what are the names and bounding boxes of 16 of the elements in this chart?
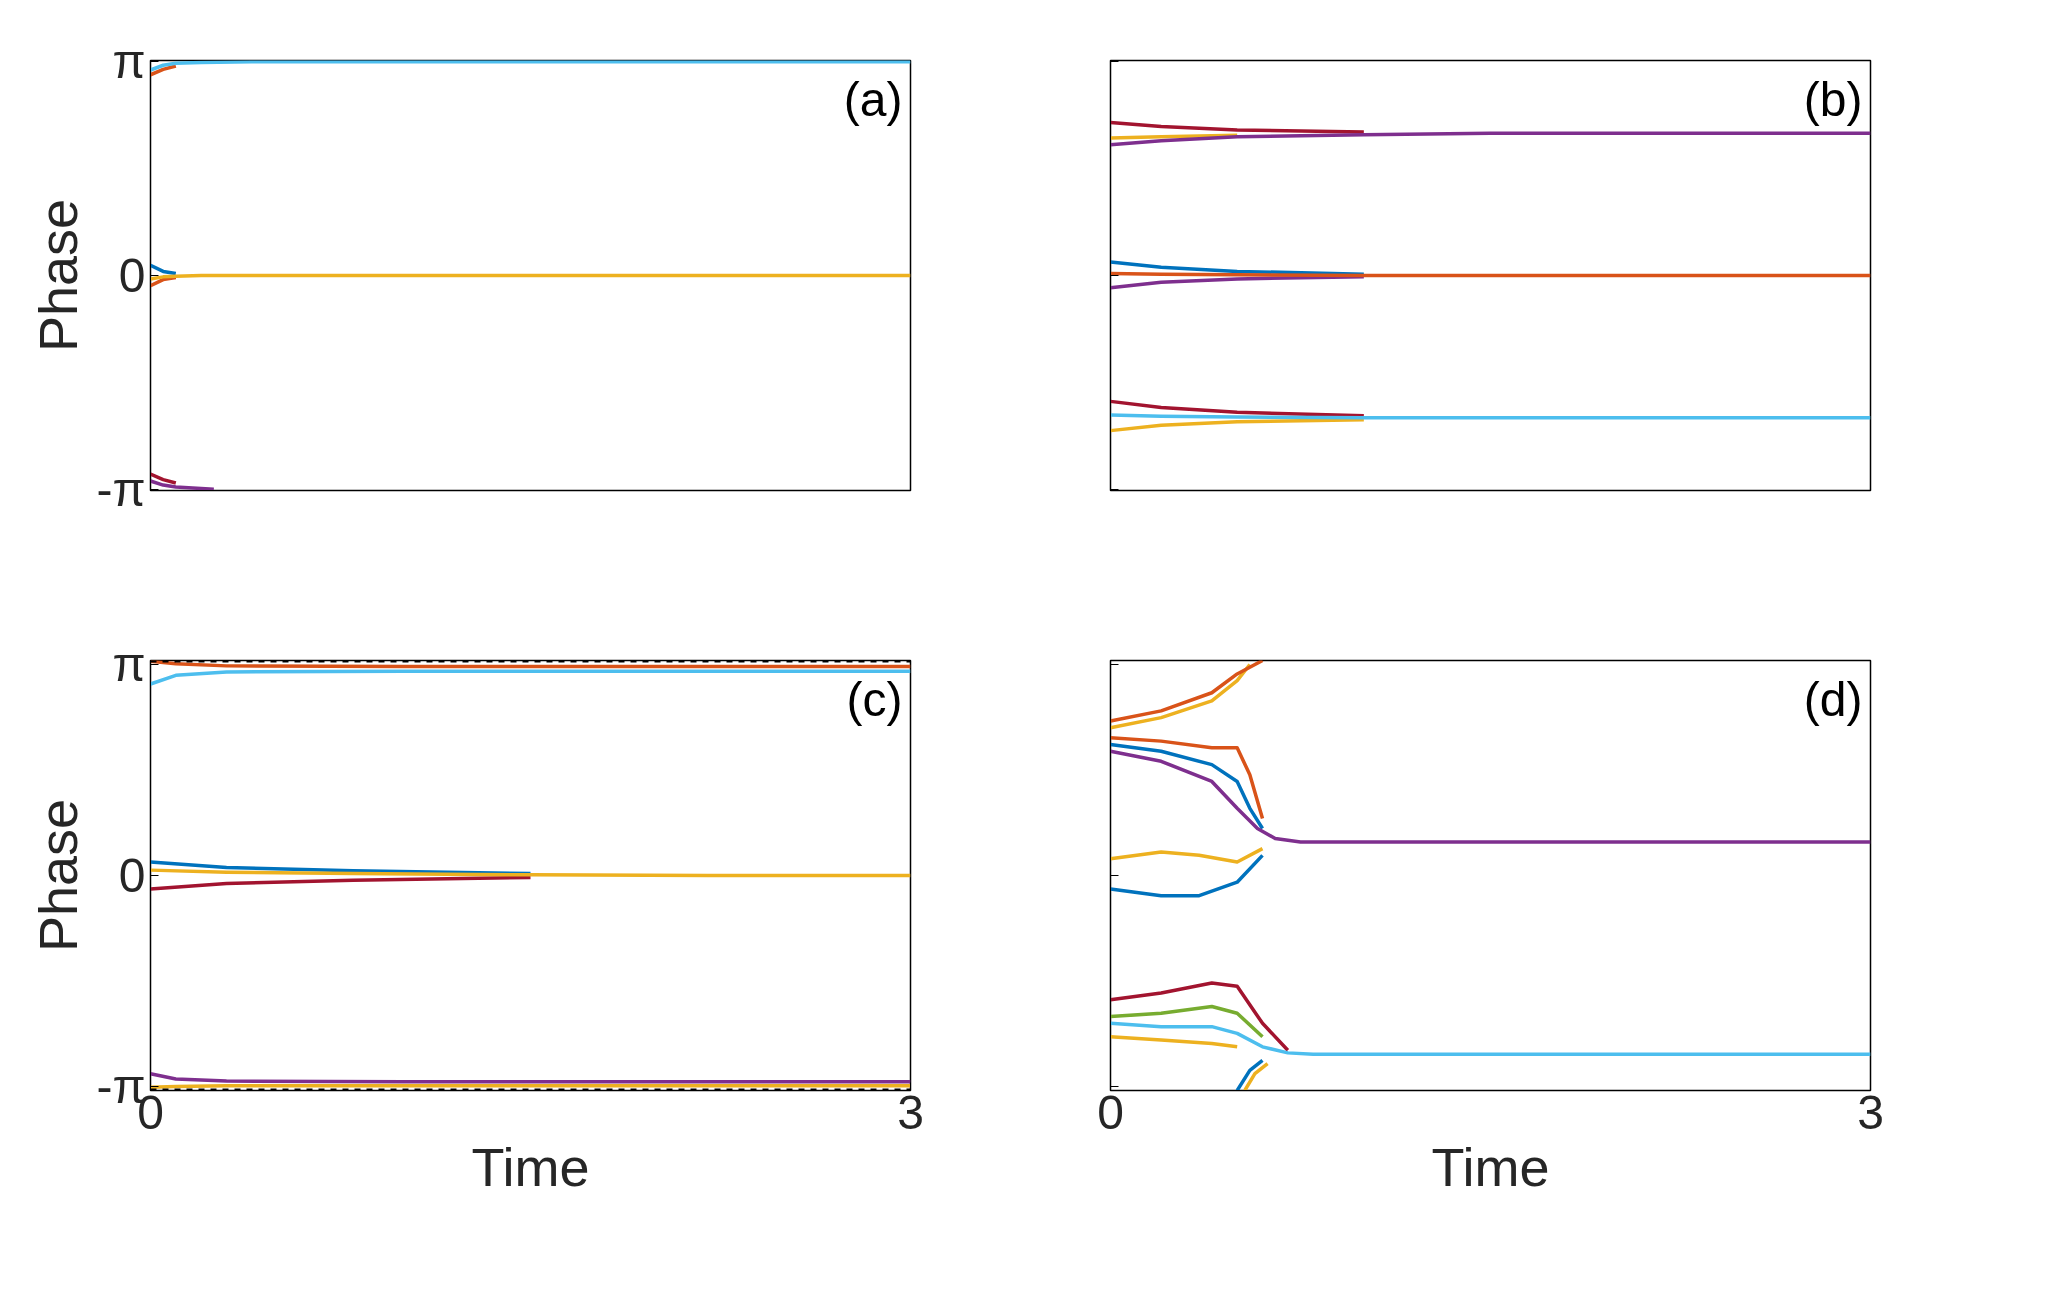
x-axis-title: Time xyxy=(1431,1136,1550,1197)
y-tick-label: 0 xyxy=(118,849,146,902)
annotation: (b) xyxy=(1803,72,1863,126)
y-axis-title: Phase xyxy=(28,798,89,953)
y-tick-label: -π xyxy=(96,462,146,516)
x-tick-label: 3 xyxy=(1857,1085,1884,1139)
y-tick-label: π xyxy=(112,637,146,691)
x-axis-title: Time xyxy=(471,1136,590,1197)
x-tick-label: 0 xyxy=(1097,1085,1124,1139)
annotation: (d) xyxy=(1803,672,1863,726)
y-tick-label: 0 xyxy=(118,249,146,302)
y-tick-label: π xyxy=(112,35,146,89)
x-tick-label: 3 xyxy=(897,1085,924,1139)
annotation: (c) xyxy=(846,672,903,726)
annotation: (a) xyxy=(843,72,903,126)
y-axis-title: Phase xyxy=(28,198,89,353)
